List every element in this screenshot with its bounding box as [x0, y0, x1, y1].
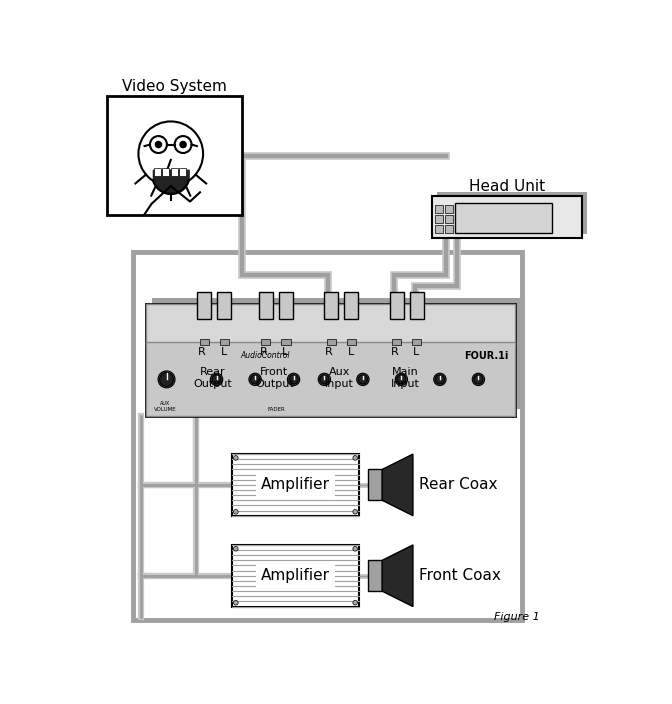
- Bar: [146, 304, 515, 346]
- Text: L: L: [220, 346, 226, 357]
- Bar: [259, 292, 273, 320]
- Circle shape: [212, 375, 221, 384]
- Text: R: R: [390, 346, 398, 357]
- Circle shape: [353, 455, 358, 460]
- Circle shape: [472, 373, 485, 386]
- Circle shape: [234, 546, 238, 551]
- Text: AUX: AUX: [160, 401, 170, 406]
- Bar: [412, 339, 421, 345]
- Bar: [146, 342, 515, 415]
- Bar: [410, 292, 424, 320]
- Circle shape: [251, 375, 259, 384]
- Circle shape: [234, 510, 238, 514]
- Circle shape: [158, 371, 175, 388]
- Circle shape: [138, 122, 203, 186]
- Polygon shape: [382, 545, 413, 607]
- Circle shape: [320, 375, 329, 384]
- Bar: [179, 168, 186, 176]
- Text: Amplifier: Amplifier: [261, 477, 330, 492]
- Text: Head Unit: Head Unit: [469, 179, 545, 194]
- Text: L: L: [413, 346, 419, 357]
- Circle shape: [234, 601, 238, 605]
- Bar: [146, 304, 515, 415]
- Bar: [171, 168, 177, 176]
- Text: R: R: [259, 346, 267, 357]
- Bar: [435, 215, 443, 223]
- Circle shape: [435, 375, 444, 384]
- Bar: [152, 298, 521, 410]
- Text: FOUR.1i: FOUR.1i: [464, 351, 508, 360]
- Text: R: R: [325, 346, 333, 357]
- Text: R: R: [198, 346, 206, 357]
- Circle shape: [353, 546, 358, 551]
- Text: Front Coax: Front Coax: [419, 568, 501, 583]
- Bar: [347, 339, 356, 345]
- Bar: [232, 545, 359, 607]
- Polygon shape: [382, 454, 413, 515]
- Bar: [325, 292, 338, 320]
- Bar: [163, 168, 169, 176]
- Text: Aux
Input: Aux Input: [325, 367, 354, 389]
- Circle shape: [289, 375, 298, 384]
- Bar: [345, 292, 358, 320]
- Circle shape: [396, 375, 406, 384]
- Bar: [327, 339, 336, 345]
- Circle shape: [288, 373, 300, 386]
- Text: Front
Output: Front Output: [255, 367, 294, 389]
- Bar: [134, 252, 522, 620]
- Bar: [279, 292, 293, 320]
- Circle shape: [395, 373, 407, 386]
- Circle shape: [249, 373, 261, 386]
- Bar: [390, 292, 404, 320]
- Text: FADER: FADER: [267, 407, 286, 412]
- Bar: [282, 339, 290, 345]
- Bar: [220, 339, 229, 345]
- Bar: [198, 292, 211, 320]
- Circle shape: [150, 136, 167, 153]
- Bar: [232, 454, 359, 515]
- Circle shape: [319, 373, 331, 386]
- Bar: [368, 560, 382, 591]
- Circle shape: [180, 142, 186, 148]
- Text: Rear
Output: Rear Output: [194, 367, 232, 389]
- Circle shape: [160, 372, 173, 386]
- Circle shape: [433, 373, 446, 386]
- Circle shape: [155, 142, 161, 148]
- Bar: [154, 168, 161, 176]
- Text: VOLUME: VOLUME: [154, 407, 176, 412]
- Bar: [435, 225, 443, 233]
- Bar: [432, 196, 583, 239]
- Circle shape: [210, 373, 222, 386]
- Bar: [368, 470, 382, 501]
- Text: Figure 1: Figure 1: [494, 612, 540, 622]
- Bar: [446, 215, 453, 223]
- Bar: [446, 225, 453, 233]
- Bar: [446, 206, 453, 213]
- Circle shape: [357, 373, 369, 386]
- Bar: [108, 96, 242, 215]
- Text: Video System: Video System: [122, 79, 227, 94]
- Circle shape: [175, 136, 192, 153]
- Circle shape: [353, 510, 358, 514]
- Circle shape: [358, 375, 368, 384]
- Bar: [200, 339, 209, 345]
- Circle shape: [234, 455, 238, 460]
- Bar: [261, 339, 270, 345]
- Bar: [456, 203, 552, 233]
- Text: Amplifier: Amplifier: [261, 568, 330, 583]
- Text: Rear Coax: Rear Coax: [419, 477, 497, 492]
- Bar: [392, 339, 401, 345]
- Circle shape: [474, 375, 483, 384]
- Bar: [217, 292, 231, 320]
- Bar: [435, 206, 443, 213]
- Text: AudioControl: AudioControl: [241, 351, 290, 360]
- Circle shape: [353, 601, 358, 605]
- Text: L: L: [282, 346, 288, 357]
- Bar: [437, 191, 587, 234]
- Text: L: L: [347, 346, 353, 357]
- Text: Main
Input: Main Input: [391, 367, 420, 389]
